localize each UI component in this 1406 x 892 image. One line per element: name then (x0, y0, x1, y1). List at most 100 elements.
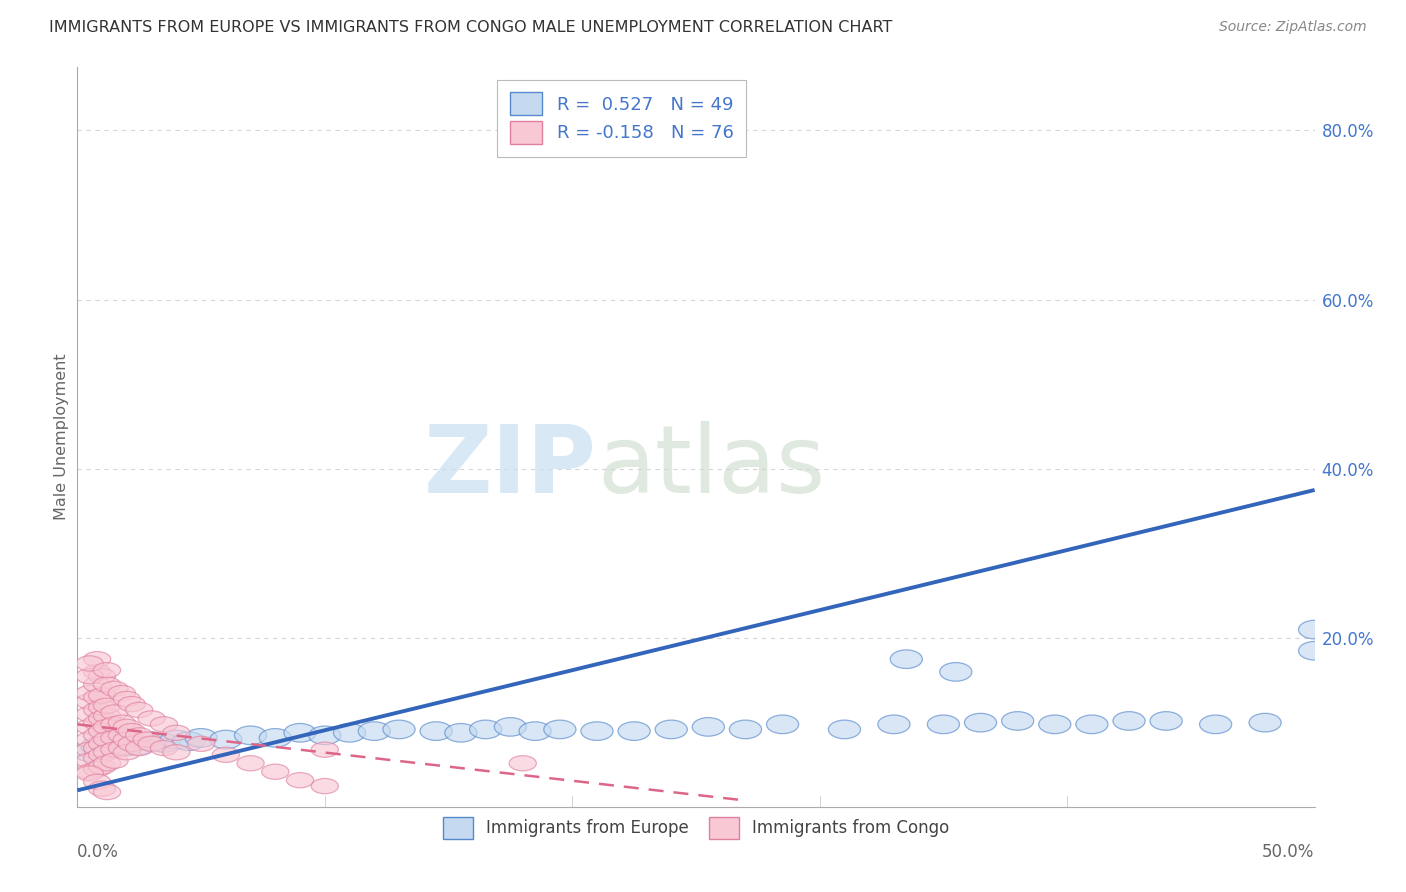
Ellipse shape (150, 717, 177, 732)
Ellipse shape (83, 690, 111, 705)
Ellipse shape (235, 726, 267, 745)
Ellipse shape (544, 720, 576, 739)
Ellipse shape (89, 668, 115, 684)
Ellipse shape (134, 732, 160, 747)
Ellipse shape (1249, 714, 1281, 732)
Ellipse shape (101, 681, 128, 697)
Ellipse shape (114, 691, 141, 706)
Ellipse shape (619, 722, 650, 740)
Ellipse shape (93, 745, 121, 760)
Ellipse shape (93, 698, 121, 714)
Ellipse shape (93, 739, 125, 757)
Ellipse shape (101, 734, 134, 753)
Ellipse shape (311, 779, 339, 794)
Ellipse shape (238, 756, 264, 771)
Ellipse shape (101, 705, 128, 720)
Ellipse shape (89, 781, 115, 797)
Ellipse shape (581, 722, 613, 740)
Ellipse shape (93, 756, 121, 771)
Ellipse shape (125, 740, 153, 756)
Ellipse shape (287, 772, 314, 788)
Ellipse shape (83, 728, 111, 743)
Text: Source: ZipAtlas.com: Source: ZipAtlas.com (1219, 20, 1367, 34)
Ellipse shape (76, 656, 103, 671)
Ellipse shape (76, 732, 103, 747)
Ellipse shape (108, 715, 135, 731)
Ellipse shape (692, 717, 724, 736)
Ellipse shape (76, 764, 103, 780)
Text: atlas: atlas (598, 421, 825, 513)
Ellipse shape (76, 668, 103, 684)
Ellipse shape (1076, 715, 1108, 733)
Ellipse shape (76, 766, 103, 781)
Ellipse shape (93, 708, 121, 723)
Ellipse shape (89, 688, 115, 703)
Ellipse shape (1299, 641, 1330, 660)
Ellipse shape (93, 663, 121, 678)
Ellipse shape (89, 747, 115, 763)
Ellipse shape (114, 745, 141, 760)
Ellipse shape (76, 694, 103, 709)
Ellipse shape (209, 731, 242, 749)
Ellipse shape (138, 736, 165, 751)
Ellipse shape (101, 742, 128, 757)
Ellipse shape (309, 726, 340, 745)
Ellipse shape (89, 736, 115, 751)
Ellipse shape (150, 740, 177, 756)
Ellipse shape (83, 750, 111, 766)
Text: IMMIGRANTS FROM EUROPE VS IMMIGRANTS FROM CONGO MALE UNEMPLOYMENT CORRELATION CH: IMMIGRANTS FROM EUROPE VS IMMIGRANTS FRO… (49, 20, 893, 35)
Ellipse shape (83, 677, 111, 692)
Ellipse shape (766, 715, 799, 733)
Ellipse shape (89, 723, 115, 739)
Ellipse shape (509, 756, 536, 771)
Ellipse shape (284, 723, 316, 742)
Ellipse shape (76, 685, 103, 700)
Ellipse shape (163, 725, 190, 740)
Ellipse shape (93, 719, 121, 734)
Ellipse shape (86, 740, 118, 759)
Ellipse shape (163, 745, 190, 760)
Ellipse shape (333, 723, 366, 742)
Ellipse shape (111, 737, 143, 756)
Ellipse shape (655, 720, 688, 739)
Ellipse shape (125, 728, 153, 743)
Ellipse shape (890, 650, 922, 668)
Ellipse shape (83, 740, 111, 756)
Ellipse shape (148, 733, 180, 752)
Ellipse shape (1039, 715, 1071, 733)
Ellipse shape (939, 663, 972, 681)
Ellipse shape (76, 753, 103, 768)
Ellipse shape (135, 732, 167, 750)
Ellipse shape (730, 720, 762, 739)
Ellipse shape (495, 717, 526, 736)
Legend: Immigrants from Europe, Immigrants from Congo: Immigrants from Europe, Immigrants from … (434, 809, 957, 847)
Ellipse shape (118, 697, 145, 712)
Ellipse shape (83, 715, 111, 731)
Ellipse shape (93, 732, 121, 747)
Ellipse shape (359, 722, 391, 740)
Ellipse shape (108, 740, 135, 756)
Ellipse shape (186, 729, 217, 747)
Ellipse shape (877, 715, 910, 733)
Ellipse shape (108, 728, 135, 743)
Ellipse shape (828, 720, 860, 739)
Ellipse shape (76, 742, 103, 757)
Ellipse shape (928, 715, 959, 733)
Ellipse shape (212, 747, 239, 763)
Ellipse shape (89, 711, 115, 726)
Ellipse shape (76, 719, 103, 734)
Ellipse shape (118, 736, 145, 751)
Ellipse shape (93, 784, 121, 799)
Text: 50.0%: 50.0% (1263, 843, 1315, 861)
Ellipse shape (83, 762, 111, 777)
Ellipse shape (82, 737, 114, 756)
Ellipse shape (311, 742, 339, 757)
Ellipse shape (114, 719, 141, 734)
Y-axis label: Male Unemployment: Male Unemployment (53, 354, 69, 520)
Ellipse shape (83, 651, 111, 667)
Ellipse shape (1114, 712, 1144, 731)
Ellipse shape (83, 774, 111, 789)
Ellipse shape (93, 677, 121, 692)
Ellipse shape (83, 665, 111, 680)
Ellipse shape (76, 706, 103, 722)
